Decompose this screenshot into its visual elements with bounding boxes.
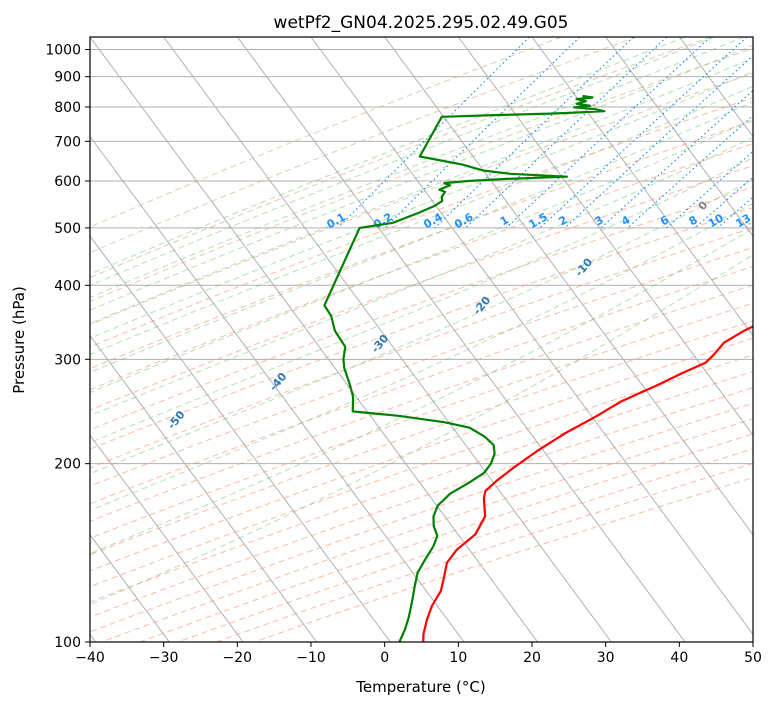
y-tick-label: 900 (54, 70, 81, 86)
temperature-profile-line (422, 325, 753, 642)
isotherm-line (90, 37, 539, 642)
x-tick-label: −20 (223, 650, 253, 666)
mixing-ratio-line (434, 37, 634, 229)
y-tick-label: 300 (54, 352, 81, 368)
dry-adiabat (90, 97, 753, 348)
x-tick-label: −40 (75, 650, 105, 666)
x-tick-label: 10 (449, 650, 467, 666)
dry-adiabat (90, 37, 637, 254)
isotherm-line (163, 37, 612, 642)
y-tick-label: 600 (54, 174, 81, 190)
isotherm-line (90, 135, 465, 642)
moist-adiabat (90, 37, 715, 287)
y-tick-label: 800 (54, 100, 81, 116)
axes-ticks: −40 −30 −20 −10 0 10 20 30 40 50 100 200 300 400 500 60… (45, 43, 762, 666)
moist-adiabat (90, 37, 745, 299)
moist-adiabat (90, 44, 753, 311)
x-tick-label: 30 (597, 650, 615, 666)
dry-adiabat (90, 165, 753, 411)
dry-adiabat (90, 302, 753, 539)
x-axis-label: Temperature (°C) (355, 678, 485, 696)
y-tick-label: 1000 (45, 43, 81, 59)
dry-adiabat (90, 186, 753, 431)
dry-adiabat (90, 387, 753, 618)
x-tick-label: −30 (149, 650, 179, 666)
dry-adiabat (90, 284, 753, 522)
x-tick-label: 50 (744, 650, 762, 666)
moist-adiabat (90, 136, 753, 417)
isotherm-line (457, 37, 753, 437)
y-tick-label: 500 (54, 221, 81, 237)
x-tick-label: −10 (296, 650, 326, 666)
x-tick-label: 20 (523, 650, 541, 666)
dry-adiabat (90, 337, 753, 572)
isotherm-line (90, 235, 391, 642)
y-tick-label: 400 (54, 278, 81, 294)
mixing-ratio-line (694, 176, 753, 229)
isotherm-line (384, 37, 753, 536)
moist-adiabat (90, 71, 753, 339)
chart-title: wetPf2_GN04.2025.295.02.49.G05 (274, 13, 569, 33)
mixing-ratio-label: 13 (733, 211, 753, 230)
isotherm-line (605, 37, 753, 237)
dry-adiabat (90, 246, 753, 487)
mixing-ratio-line (600, 89, 753, 229)
dry-adiabat (90, 37, 712, 279)
dry-adiabat (90, 227, 753, 469)
dewpoint-profile-line (323, 94, 606, 642)
moist-adiabat (90, 157, 753, 443)
moist-adiabat (90, 227, 753, 555)
x-tick-label: 0 (380, 650, 389, 666)
x-tick-label: 40 (670, 650, 688, 666)
plot-background-lines (90, 37, 753, 642)
isotherm-line (90, 434, 244, 642)
mixing-ratio-line (505, 37, 711, 229)
mixing-ratio-line (465, 37, 668, 229)
y-tick-label: 200 (54, 457, 81, 473)
y-tick-label: 100 (54, 635, 81, 651)
moist-adiabat (90, 101, 753, 373)
plot-frame (89, 36, 754, 643)
dry-adiabat (90, 354, 753, 588)
y-axis-label: Pressure (hPa) (10, 286, 28, 394)
isotherm-line (236, 37, 686, 642)
isotherm-line (90, 334, 318, 642)
y-tick-label: 700 (54, 134, 81, 150)
isotherm-line (531, 37, 753, 337)
isotherm-line (90, 533, 170, 642)
plot-data-series (323, 94, 753, 642)
dry-adiabat (90, 47, 753, 303)
